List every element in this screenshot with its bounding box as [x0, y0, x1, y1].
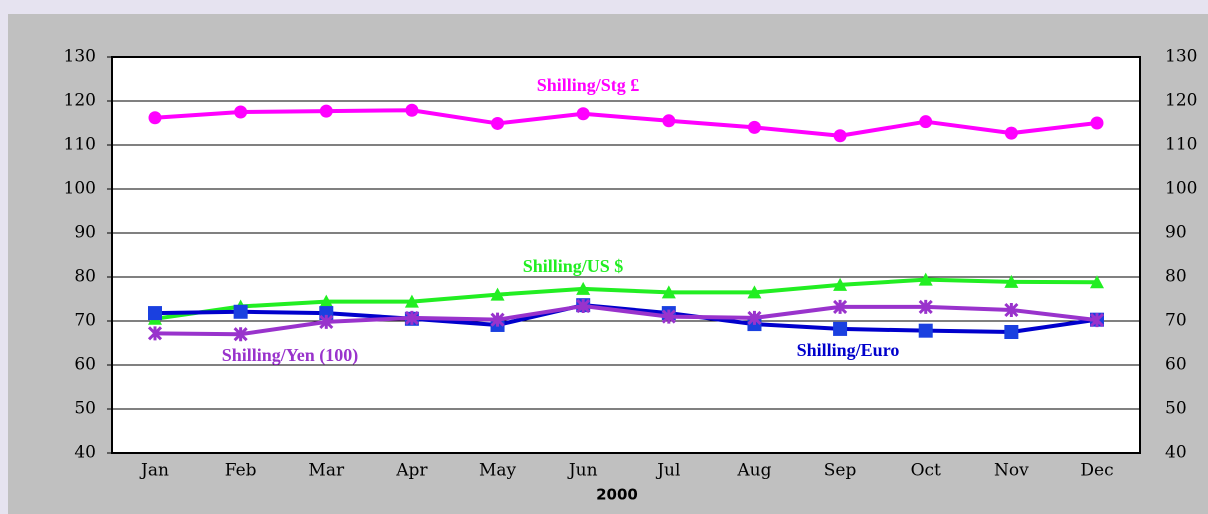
series-line	[154, 108, 1098, 138]
point	[319, 314, 334, 329]
x-tick-label: Mar	[308, 461, 345, 481]
point	[319, 294, 334, 308]
x-tick-label: Dec	[1080, 461, 1113, 481]
point	[1004, 274, 1019, 288]
point	[233, 327, 248, 342]
x-tick-label: Jul	[655, 461, 680, 481]
point	[576, 107, 590, 121]
y2-tick-label: 90	[1165, 223, 1187, 243]
series-label: Shilling/Euro	[797, 340, 900, 360]
y-tick-label: 60	[74, 355, 96, 375]
y2-tick-label: 50	[1165, 399, 1187, 419]
y2-tick-label: 100	[1165, 179, 1197, 199]
point	[918, 299, 933, 314]
y-tick-label: 100	[64, 179, 96, 199]
y2-tick-label: 70	[1165, 311, 1187, 331]
y-tick-label: 120	[64, 91, 96, 111]
y2-tick-label: 60	[1165, 355, 1187, 375]
point	[1004, 302, 1019, 318]
point	[833, 299, 848, 314]
point	[148, 111, 162, 125]
point	[148, 306, 162, 321]
y-tick-label: 90	[74, 223, 96, 243]
series-label: Shilling/Stg £	[537, 75, 640, 95]
x-tick-label: Sep	[824, 461, 857, 481]
point	[491, 116, 505, 130]
point	[147, 326, 163, 341]
x-tick-label: Aug	[736, 461, 771, 481]
y-tick-label: 50	[74, 399, 96, 419]
series-line	[154, 304, 1098, 337]
y2-tick-label: 40	[1165, 443, 1187, 463]
point	[747, 120, 761, 134]
point	[1004, 126, 1018, 140]
series-line	[154, 277, 1098, 321]
y2-tick-label: 80	[1165, 267, 1187, 287]
point	[747, 285, 762, 299]
y2-tick-label: 130	[1165, 47, 1197, 67]
point	[490, 312, 505, 327]
point	[576, 281, 591, 295]
point	[233, 304, 248, 319]
x-tick-label: Jan	[139, 461, 169, 481]
series-label: Shilling/US $	[523, 256, 624, 276]
point	[661, 309, 676, 324]
y-tick-label: 110	[64, 135, 96, 155]
x-tick-label: Feb	[225, 461, 257, 481]
point	[747, 310, 762, 325]
point	[1089, 313, 1105, 328]
point	[833, 321, 848, 336]
plot-border	[111, 56, 1141, 454]
point	[319, 104, 333, 118]
point	[576, 298, 591, 314]
series-line	[154, 303, 1098, 334]
y-tick-label: 80	[74, 267, 96, 287]
x-tick-label: Apr	[395, 461, 428, 481]
point	[661, 285, 676, 299]
point	[662, 114, 676, 128]
point	[405, 103, 419, 117]
point	[1090, 116, 1104, 130]
point	[234, 105, 248, 119]
point	[918, 323, 933, 338]
point	[833, 277, 848, 291]
x-tick-label: May	[479, 461, 517, 481]
point	[1090, 275, 1104, 289]
point	[919, 115, 933, 129]
point	[490, 287, 505, 301]
x-tick-label: Oct	[911, 461, 941, 481]
y2-tick-label: 110	[1165, 135, 1197, 155]
y-tick-label: 130	[64, 47, 96, 67]
y-tick-label: 70	[74, 311, 96, 331]
plot-area	[112, 57, 1140, 453]
x-axis-label: 2000	[596, 486, 638, 504]
point	[833, 129, 847, 143]
y2-tick-label: 120	[1165, 91, 1197, 111]
point	[1004, 325, 1019, 339]
y-tick-label: 40	[74, 443, 96, 463]
x-tick-label: Jun	[567, 461, 598, 481]
x-tick-label: Nov	[994, 461, 1029, 481]
point	[918, 272, 933, 286]
point	[404, 294, 419, 308]
series-label: Shilling/Yen (100)	[222, 345, 359, 366]
point	[404, 310, 419, 325]
